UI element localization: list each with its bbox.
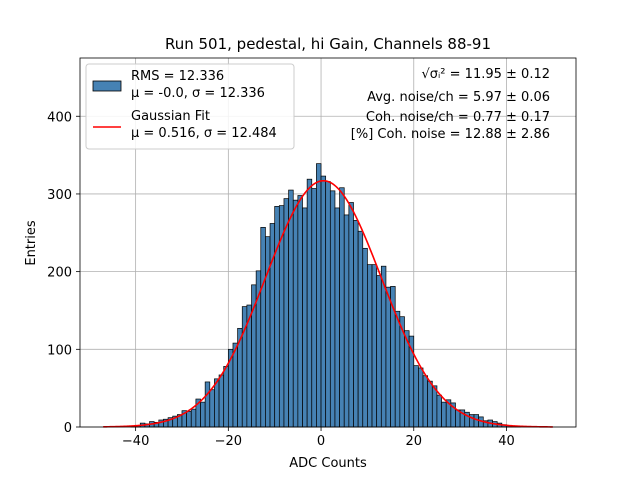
histogram-bar [297,195,303,428]
y-tick-label: 100 [47,343,72,358]
histogram-bar [288,189,294,428]
histogram-bar [292,199,299,428]
histogram-bar [325,181,331,428]
x-tick-label: 20 [405,434,422,449]
histogram-bar [380,265,387,428]
histogram-bar [190,408,197,428]
histogram-bar [362,247,368,428]
histogram-bar [367,264,373,428]
histogram-bar [218,374,225,428]
chart-title: Run 501, pedestal, hi Gain, Channels 88-… [165,35,491,53]
histogram-bar [200,401,206,428]
legend-fit-stats: μ = 0.516, σ = 12.484 [131,126,277,141]
annotation-coh-noise: Coh. noise/ch = 0.77 ± 0.17 [366,110,550,125]
histogram-bar [274,206,280,428]
histogram-bars [130,163,521,428]
legend: RMS = 12.336 μ = -0.0, σ = 12.336 Gaussi… [85,63,295,150]
histogram-bar [223,366,229,428]
histogram-bar [418,367,424,428]
histogram-bar [232,342,238,428]
histogram-bar [265,236,271,428]
x-tick-label: 40 [498,434,515,449]
x-axis-label: ADC Counts [289,456,367,471]
plot-frame [79,57,577,428]
histogram-bar [334,207,340,428]
y-tick-label: 300 [47,188,72,203]
annotation-total-noise-value: = 11.95 ± 0.12 [446,67,550,82]
legend-histogram-label: RMS = 12.336 [131,69,224,84]
x-tick-label: −40 [122,434,149,449]
y-tick-label: 200 [47,266,72,281]
histogram-bar [385,286,391,428]
histogram-bar [422,375,429,428]
legend-box [85,63,295,150]
x-tick-label: 0 [317,434,325,449]
legend-histogram-stats: μ = -0.0, σ = 12.336 [131,86,265,101]
histogram-bar [209,389,215,428]
y-axis-ticks: 0 100 200 300 400 [47,110,80,436]
x-tick-label: −20 [215,434,242,449]
histogram-bar [431,385,438,428]
histogram-bar [306,178,313,428]
legend-fit-label: Gaussian Fit [131,109,210,124]
legend-histogram-swatch [92,80,122,92]
histogram-bar [339,187,345,428]
histogram-bar [357,230,364,428]
histogram-bar [343,214,350,428]
histogram-bar [283,198,289,428]
histogram-bar [441,401,447,428]
histogram-bar [302,207,308,428]
noise-annotations: √σᵢ² = 11.95 ± 0.12 Avg. noise/ch = 5.97… [351,67,550,142]
annotation-total-noise: √σᵢ² = 11.95 ± 0.12 [421,67,550,82]
y-tick-label: 0 [64,421,72,436]
x-axis-ticks: −40 −20 0 20 40 [122,427,515,449]
histogram-bar [371,264,378,428]
y-tick-label: 400 [47,110,72,125]
histogram-bar [348,202,354,428]
histogram-bar [376,275,382,428]
histogram-bar [413,365,419,428]
histogram-bar [316,163,322,428]
histogram-bar [329,190,336,428]
histogram-bar [214,378,220,428]
gaussian-fit-line [103,179,553,428]
histogram-bar [320,175,327,428]
histogram-bar [404,330,410,428]
histogram-bar [455,409,461,428]
y-axis-label: Entries [24,220,39,266]
histogram-bar [353,220,359,428]
annotation-coh-noise-percent: [%] Coh. noise = 12.88 ± 2.86 [351,127,550,142]
annotation-avg-noise: Avg. noise/ch = 5.97 ± 0.06 [367,90,550,105]
histogram-bar [436,394,442,428]
histogram-bar [394,310,401,428]
annotation-total-noise-symbol: √σᵢ² [421,67,445,82]
histogram-bar [186,411,192,428]
histogram-bar [311,188,317,428]
histogram-bar [427,380,433,428]
histogram-bar [260,227,266,428]
histogram-bar [204,381,211,428]
